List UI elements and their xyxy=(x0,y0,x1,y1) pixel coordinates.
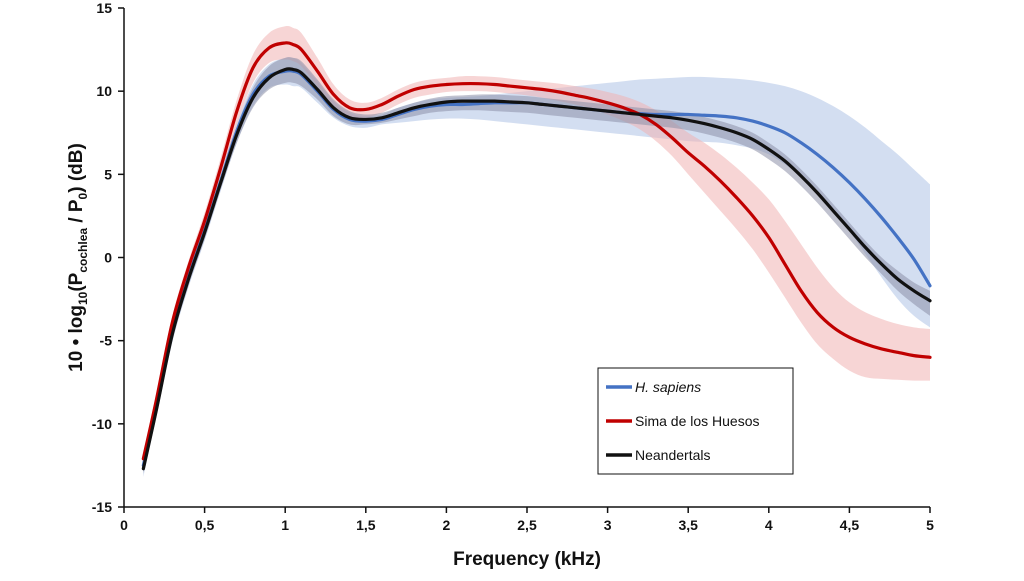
y-tick-label: 15 xyxy=(96,0,112,16)
x-tick-label: 3 xyxy=(604,517,612,533)
y-axis-title: 10 • log10(Pcochlea / P0) (dB) xyxy=(66,143,90,372)
x-tick-label: 5 xyxy=(926,517,934,533)
y-axis-title-denominator-sub: 0 xyxy=(76,192,90,199)
y-axis-title-mid: / P xyxy=(66,199,87,228)
x-tick-label: 1 xyxy=(281,517,289,533)
y-axis-title-prefix: 10 • log xyxy=(66,305,87,372)
x-tick-label: 2,5 xyxy=(517,517,537,533)
y-tick-label: 0 xyxy=(104,250,112,266)
axis-ticks: -15 -10 -5 0 5 10 15 0 0,5 1 1,5 2 2,5 3 3,5 4 4,5 5 xyxy=(92,0,934,533)
x-tick-label: 3,5 xyxy=(678,517,698,533)
y-axis-title-numerator-sub: cochlea xyxy=(76,228,90,273)
y-axis-title-log-base: 10 xyxy=(76,291,90,305)
legend-label-h-sapiens: H. sapiens xyxy=(635,379,701,395)
y-tick-label: -5 xyxy=(100,333,113,349)
x-tick-label: 1,5 xyxy=(356,517,376,533)
x-tick-label: 0 xyxy=(120,517,128,533)
x-tick-label: 4,5 xyxy=(840,517,860,533)
y-tick-label: -10 xyxy=(92,416,112,432)
series-line-sima-de-los-huesos xyxy=(141,41,932,461)
y-tick-label: -15 xyxy=(92,499,112,515)
series-line-neandertals xyxy=(141,67,932,471)
x-axis-title: Frequency (kHz) xyxy=(453,549,601,570)
series-lines xyxy=(141,41,932,471)
y-tick-label: 10 xyxy=(96,83,112,99)
x-tick-label: 0,5 xyxy=(195,517,215,533)
y-tick-label: 5 xyxy=(104,166,112,182)
legend-label-sima-de-los-huesos: Sima de los Huesos xyxy=(635,413,760,429)
legend-label-neandertals: Neandertals xyxy=(635,447,711,463)
x-tick-label: 4 xyxy=(765,517,773,533)
y-axis-title-open: (P xyxy=(66,272,87,291)
confidence-bands xyxy=(143,26,931,478)
legend: H. sapiens Sima de los Huesos Neandertals xyxy=(597,367,794,475)
legend-items: H. sapiens Sima de los Huesos Neandertals xyxy=(606,379,760,463)
x-tick-label: 2 xyxy=(443,517,451,533)
y-axis-title-close: ) (dB) xyxy=(66,143,87,193)
